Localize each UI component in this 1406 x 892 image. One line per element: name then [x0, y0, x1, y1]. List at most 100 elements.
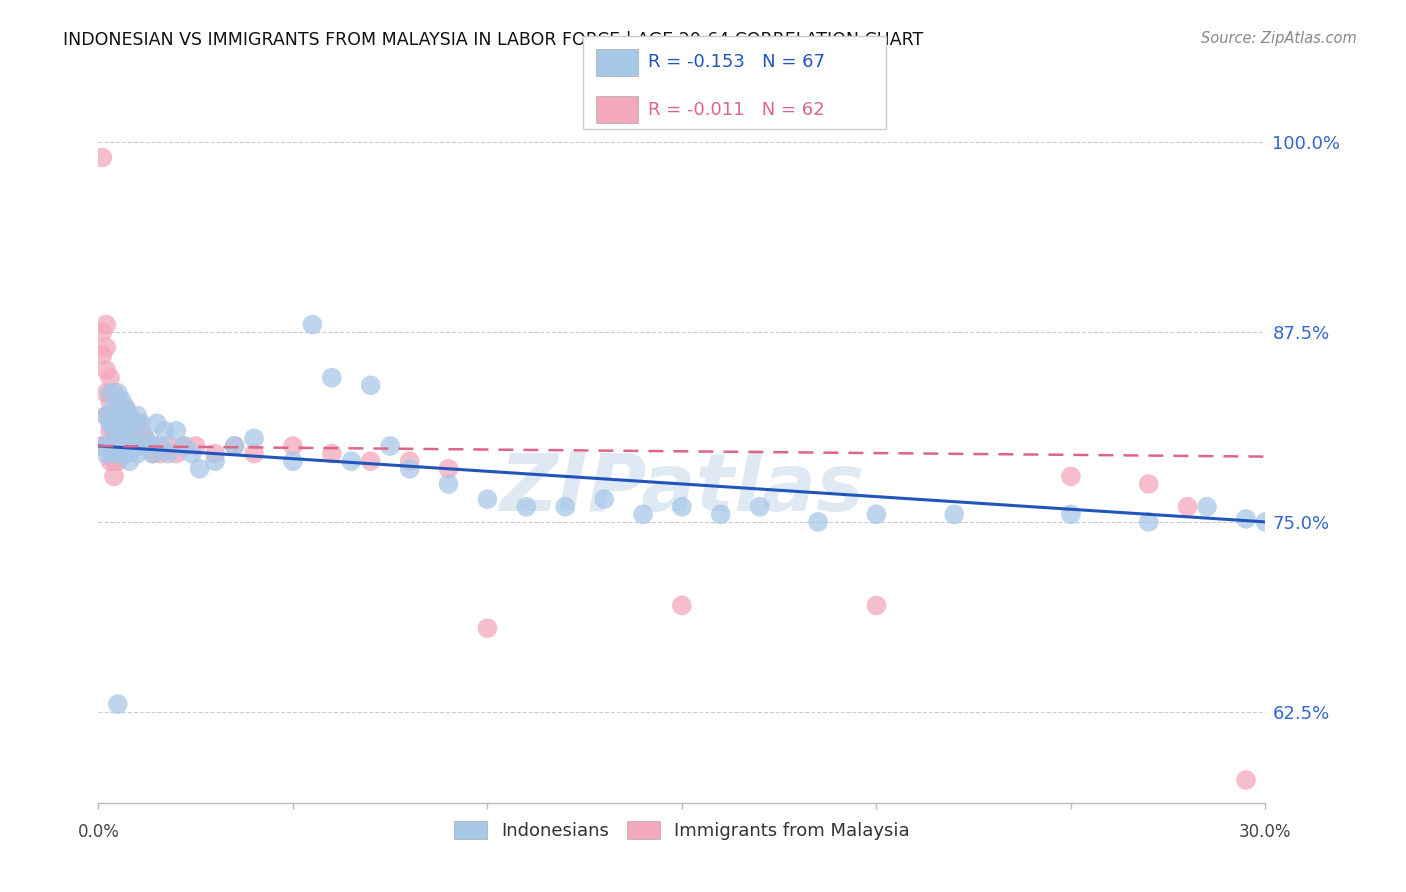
Point — [103, 424, 125, 438]
Point — [138, 439, 160, 453]
Point — [1254, 515, 1277, 529]
Point — [398, 454, 420, 468]
Point — [118, 431, 141, 445]
Point — [243, 447, 266, 461]
Point — [114, 424, 136, 438]
Point — [153, 424, 176, 438]
Point — [96, 409, 118, 423]
Point — [111, 424, 134, 438]
Point — [321, 370, 343, 384]
Point — [122, 439, 145, 453]
Point — [671, 500, 693, 514]
Point — [96, 385, 118, 400]
Point — [107, 424, 129, 438]
Point — [437, 477, 460, 491]
Point — [173, 439, 195, 453]
Point — [157, 439, 180, 453]
Point — [149, 447, 172, 461]
Point — [1060, 469, 1083, 483]
Point — [96, 363, 118, 377]
Point — [107, 697, 129, 711]
Point — [114, 416, 136, 430]
Point — [360, 454, 382, 468]
Point — [103, 424, 125, 438]
Point — [631, 508, 654, 522]
Point — [91, 439, 114, 453]
Point — [380, 439, 402, 453]
Point — [748, 500, 770, 514]
Point — [149, 439, 172, 453]
Point — [107, 401, 129, 415]
Point — [146, 439, 169, 453]
Point — [103, 447, 125, 461]
Point — [593, 492, 616, 507]
Point — [107, 385, 129, 400]
Point — [437, 462, 460, 476]
Point — [98, 424, 121, 438]
Point — [321, 447, 343, 461]
Point — [111, 424, 134, 438]
Point — [204, 454, 226, 468]
Point — [98, 370, 121, 384]
Point — [340, 454, 363, 468]
Point — [129, 439, 152, 453]
Point — [122, 416, 145, 430]
Point — [98, 439, 121, 453]
Point — [118, 431, 141, 445]
Point — [114, 401, 136, 415]
Point — [103, 454, 125, 468]
Point — [98, 454, 121, 468]
Point — [114, 447, 136, 461]
Point — [1060, 508, 1083, 522]
Point — [122, 416, 145, 430]
Point — [98, 416, 121, 430]
Point — [96, 318, 118, 332]
Point — [1137, 477, 1160, 491]
Point — [91, 325, 114, 339]
Point — [515, 500, 537, 514]
Text: Source: ZipAtlas.com: Source: ZipAtlas.com — [1201, 31, 1357, 46]
Point — [398, 462, 420, 476]
Point — [360, 378, 382, 392]
Point — [865, 599, 887, 613]
Point — [96, 439, 118, 453]
Point — [807, 515, 830, 529]
Point — [103, 385, 125, 400]
Point — [188, 462, 211, 476]
Point — [477, 492, 499, 507]
Point — [865, 508, 887, 522]
Point — [107, 416, 129, 430]
Point — [1234, 512, 1257, 526]
Point — [98, 409, 121, 423]
Text: 0.0%: 0.0% — [77, 822, 120, 840]
Point — [184, 439, 207, 453]
Point — [103, 439, 125, 453]
Point — [96, 447, 118, 461]
Point — [1195, 500, 1218, 514]
Point — [107, 454, 129, 468]
Point — [118, 409, 141, 423]
Point — [224, 439, 246, 453]
Point — [91, 151, 114, 165]
Text: 30.0%: 30.0% — [1239, 822, 1292, 840]
Point — [118, 454, 141, 468]
Point — [146, 416, 169, 430]
Point — [129, 424, 152, 438]
Point — [118, 409, 141, 423]
Point — [710, 508, 733, 522]
Point — [180, 447, 202, 461]
Point — [98, 385, 121, 400]
Point — [111, 409, 134, 423]
Point — [243, 431, 266, 445]
Point — [96, 409, 118, 423]
Point — [1234, 772, 1257, 787]
Point — [111, 401, 134, 415]
Point — [134, 431, 156, 445]
Point — [98, 439, 121, 453]
Point — [127, 409, 149, 423]
Point — [173, 439, 195, 453]
Point — [103, 469, 125, 483]
Point — [281, 439, 304, 453]
Point — [204, 447, 226, 461]
Point — [114, 439, 136, 453]
